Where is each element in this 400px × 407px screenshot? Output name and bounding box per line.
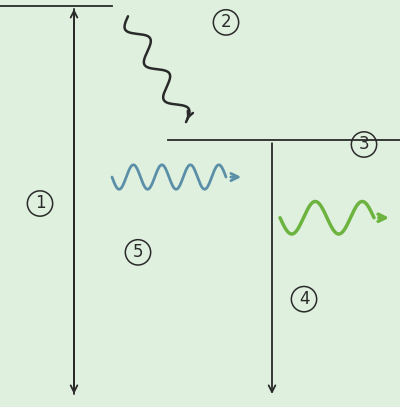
Text: 1: 1 — [35, 195, 45, 212]
Text: 3: 3 — [359, 136, 369, 153]
Text: 2: 2 — [221, 13, 231, 31]
Text: 4: 4 — [299, 290, 309, 308]
Text: 5: 5 — [133, 243, 143, 261]
